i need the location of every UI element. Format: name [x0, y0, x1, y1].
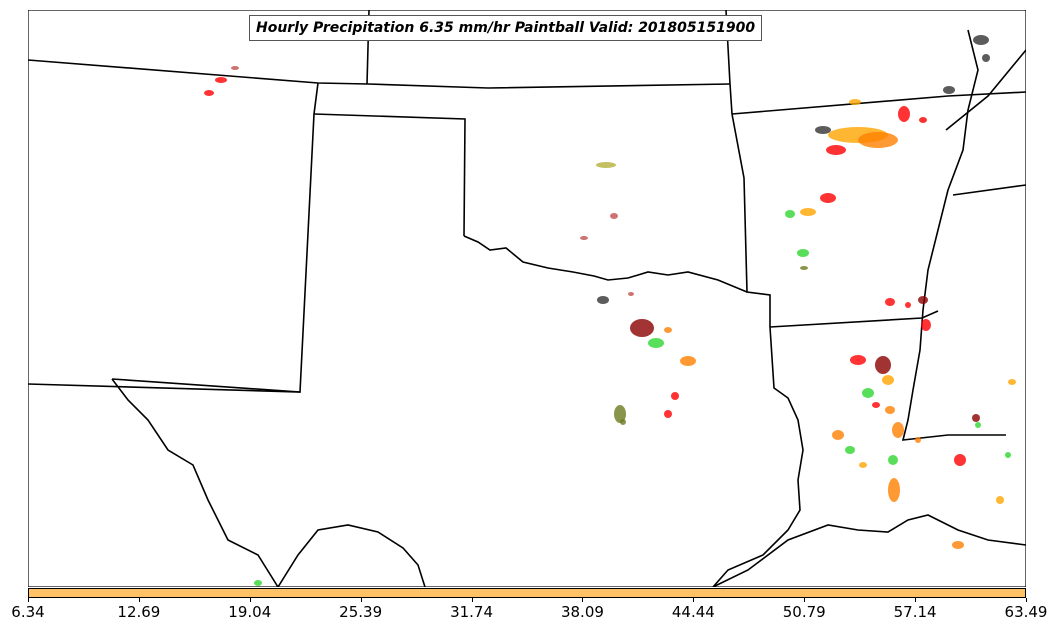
- precip-blob: [620, 419, 626, 425]
- colorbar-tick-label: 44.44: [671, 603, 715, 621]
- precip-blob: [915, 437, 921, 443]
- precip-blob: [671, 392, 679, 400]
- colorbar-tick-mark: [471, 598, 473, 602]
- border-texas-sw: [111, 378, 279, 587]
- precip-blob: [872, 402, 880, 408]
- precip-blob: [826, 145, 846, 155]
- precip-blob: [1008, 379, 1016, 385]
- precip-blob: [859, 462, 867, 468]
- precip-blob: [610, 213, 618, 219]
- border-rio-grande: [277, 524, 426, 587]
- precip-blob: [996, 496, 1004, 504]
- border-missouri-north: [731, 91, 1026, 115]
- precip-blob: [614, 405, 626, 423]
- colorbar: [28, 588, 1026, 598]
- colorbar-tick-mark: [693, 598, 695, 602]
- border-kansas-oklahoma: [313, 113, 466, 237]
- colorbar-tick-mark: [582, 598, 584, 602]
- colorbar-tick-label: 63.49: [1004, 603, 1048, 621]
- precip-blob: [943, 86, 955, 94]
- map-canvas: [28, 10, 1026, 587]
- colorbar-tick-label: 50.79: [782, 603, 826, 621]
- colorbar-tick-mark: [138, 598, 140, 602]
- precip-blob: [885, 406, 895, 414]
- colorbar-tick-label: 38.09: [560, 603, 604, 621]
- border-nebraska-kansas: [28, 59, 731, 89]
- precip-blob: [580, 236, 588, 240]
- precip-blob: [845, 446, 855, 454]
- precip-blob: [888, 478, 900, 502]
- precip-blob: [820, 193, 836, 203]
- colorbar-tick-mark: [249, 598, 251, 602]
- colorbar-tick-mark: [28, 598, 29, 602]
- precip-blob: [905, 302, 911, 308]
- border-iowa-illinois: [945, 49, 1026, 131]
- colorbar-tick-label: 6.34: [11, 603, 45, 621]
- precip-blob: [832, 430, 844, 440]
- precip-blob: [664, 327, 672, 333]
- colorbar-tick-label: 57.14: [893, 603, 937, 621]
- precip-blob: [882, 375, 894, 385]
- border-gulf-coast: [712, 514, 1026, 587]
- precip-blob: [254, 580, 262, 586]
- precip-blob: [680, 356, 696, 366]
- precip-blob: [597, 296, 609, 304]
- precip-blob: [815, 126, 831, 134]
- precip-blob: [628, 292, 634, 296]
- precip-blob: [664, 410, 672, 418]
- precip-blob: [215, 77, 227, 83]
- state-borders: [28, 10, 1026, 587]
- colorbar-tick-mark: [1026, 598, 1027, 602]
- border-mississippi-river: [901, 29, 1006, 441]
- colorbar-tick-mark: [360, 598, 362, 602]
- precip-blob: [596, 162, 616, 168]
- precip-blob: [892, 422, 904, 438]
- border-ok-panhandle: [111, 378, 301, 393]
- precip-blob: [850, 355, 866, 365]
- border-kentucky-tn: [952, 184, 1026, 196]
- precip-blob: [919, 117, 927, 123]
- precip-blob: [800, 208, 816, 216]
- precip-blob: [204, 90, 214, 96]
- map-frame: [28, 10, 1026, 587]
- precip-blob: [630, 319, 654, 337]
- precip-blob: [875, 356, 891, 374]
- precip-blob: [885, 298, 895, 306]
- precip-blob: [888, 455, 898, 465]
- paintball-layer: [204, 35, 1016, 586]
- precip-blob: [849, 99, 861, 105]
- precip-blob: [648, 338, 664, 348]
- border-red-river: [463, 235, 748, 293]
- colorbar-tick-label: 12.69: [117, 603, 161, 621]
- precip-blob: [973, 35, 989, 45]
- precip-blob: [231, 66, 239, 70]
- precip-blob: [858, 132, 898, 148]
- map-title: Hourly Precipitation 6.35 mm/hr Paintbal…: [249, 15, 763, 41]
- map-background: [28, 10, 1026, 587]
- border-colorado-nm: [28, 82, 319, 393]
- precip-blob: [800, 266, 808, 270]
- precip-blob: [797, 249, 809, 257]
- colorbar-tick-mark: [804, 598, 806, 602]
- precip-blob: [918, 296, 928, 304]
- precip-blob: [921, 319, 931, 331]
- precip-blob: [862, 388, 874, 398]
- colorbar-tick-mark: [915, 598, 917, 602]
- precip-blob: [975, 422, 981, 428]
- colorbar-tick-label: 19.04: [228, 603, 272, 621]
- precip-blob: [1005, 452, 1011, 458]
- border-texas-la: [712, 326, 804, 587]
- colorbar-tick-label: 25.39: [339, 603, 383, 621]
- precip-blob: [952, 541, 964, 549]
- precip-blob: [972, 414, 980, 422]
- precip-blob: [785, 210, 795, 218]
- precip-blob: [954, 454, 966, 466]
- precip-blob: [982, 54, 990, 62]
- precip-blob: [898, 106, 910, 122]
- colorbar-tick-label: 31.74: [450, 603, 494, 621]
